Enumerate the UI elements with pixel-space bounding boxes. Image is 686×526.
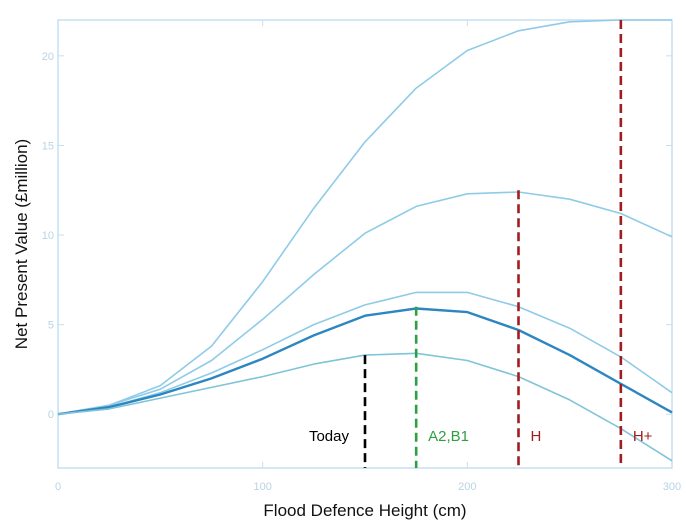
series-line-4 [57,307,673,416]
x-tick-label: 200 [458,481,476,493]
y-tick-label: 20 [42,51,54,63]
x-tick-label: 300 [663,481,681,493]
marker-label: A2,B1 [428,428,469,445]
marker-label: H+ [633,428,653,445]
marker-label: H [531,428,542,445]
series-line-2 [57,191,673,415]
x-ticks: 0 100 200 300 [55,20,681,493]
y-ticks: 0 5 10 15 20 [42,51,672,421]
series-line-3 [57,291,673,415]
series-lines [57,19,673,462]
x-tick-label: 100 [253,481,271,493]
y-tick-label: 15 [42,140,54,152]
marker-lines: Today A2,B1 H H+ [309,20,653,468]
series-line-5 [57,352,673,462]
y-axis-label: Net Present Value (£million) [12,139,31,349]
y-tick-label: 10 [42,230,54,242]
x-axis-label: Flood Defence Height (cm) [263,501,466,520]
x-tick-label: 0 [55,481,61,493]
marker-label: Today [309,428,350,445]
series-line-1 [57,19,672,415]
y-tick-label: 5 [48,320,54,332]
y-tick-label: 0 [48,409,54,421]
